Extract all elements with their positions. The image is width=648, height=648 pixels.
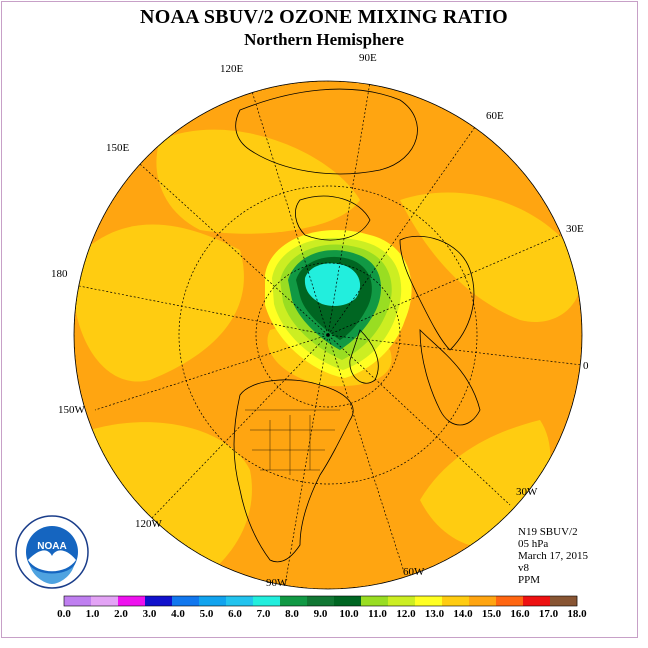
colorbar-tick-label: 5.0 [199, 608, 214, 620]
colorbar-tick-label: 14.0 [453, 608, 473, 620]
coastlines [233, 88, 481, 563]
latitude-circle-60n [255, 262, 401, 408]
colorbar-tick-label: 3.0 [142, 608, 157, 620]
map-title: NOAA SBUV/2 OZONE MIXING RATIO [140, 6, 508, 28]
colorbar-tick-label: 10.0 [339, 608, 359, 620]
figure-frame [1, 1, 638, 638]
lon-label-90w: 90W [266, 577, 288, 589]
colorbar-tick-label: 4.0 [171, 608, 185, 620]
colorbar-tick-label: 8.0 [285, 608, 299, 620]
ozone-contour-7 [304, 263, 361, 306]
asia-coast [235, 88, 418, 175]
lon-label-180: 180 [51, 268, 68, 280]
colorbar-tick-labels: 0.0 1.0 2.0 3.0 4.0 5.0 6.0 7.0 8.0 9.0 10.0 11.0 12… [0, 608, 648, 622]
info-instrument: N19 SBUV/2 [518, 526, 578, 538]
latitude-circle-30n [178, 185, 478, 485]
colorbar-tick-label: 7.0 [256, 608, 271, 620]
europe-coast [399, 235, 475, 351]
colorbar-tick-label: 15.0 [481, 608, 502, 620]
ozone-field-west [74, 224, 244, 382]
ozone-field-north [156, 129, 360, 234]
north-america-coast [233, 379, 354, 563]
greenland-coast [349, 329, 379, 384]
colorbar-tick-label: 16.0 [510, 608, 530, 620]
info-units: PPM [518, 574, 541, 586]
info-version: v8 [518, 562, 529, 574]
colorbar-tick-label: 6.0 [228, 608, 242, 620]
map-border [73, 80, 583, 590]
meridian-lines [74, 81, 582, 586]
colorbar-tick-label: 13.0 [424, 608, 445, 620]
colorbar-tick-label: 1.0 [85, 608, 100, 620]
colorbar-tick-label: 2.0 [114, 608, 128, 620]
ozone-field-southwest [90, 422, 252, 580]
lon-label-90e: 90E [359, 52, 377, 64]
ozone-field-east [400, 192, 582, 322]
info-level: 05 hPa [518, 538, 549, 550]
colorbar-tick-label: 9.0 [313, 608, 328, 620]
lon-label-150w: 150W [58, 404, 85, 416]
info-date: March 17, 2015 [518, 550, 588, 562]
colorbar-tick-label: 12.0 [396, 608, 416, 620]
lon-label-60w: 60W [403, 566, 425, 578]
info-block: N19 SBUV/2 05 hPa March 17, 2015 v8 PPM [518, 526, 588, 586]
lon-label-120e: 120E [220, 63, 244, 75]
lon-label-30e: 30E [566, 223, 584, 235]
lon-label-120w: 120W [135, 518, 162, 530]
lon-label-60e: 60E [486, 110, 504, 122]
siberia-coast [295, 195, 371, 241]
colorbar-tick-label: 17.0 [538, 608, 559, 620]
us-state-meridians [269, 415, 311, 475]
colorbar-tick-label: 11.0 [368, 608, 387, 620]
colorbar-tick-label: 0.0 [57, 608, 71, 620]
map-subtitle: Northern Hemisphere [244, 30, 404, 49]
colorbar-tick-label: 18.0 [567, 608, 587, 620]
lon-label-150e: 150E [106, 142, 130, 154]
us-state-grid [245, 409, 340, 471]
lon-label-30w: 30W [516, 486, 538, 498]
lon-label-0: 0 [583, 360, 589, 372]
africa-north-coast [419, 329, 481, 426]
